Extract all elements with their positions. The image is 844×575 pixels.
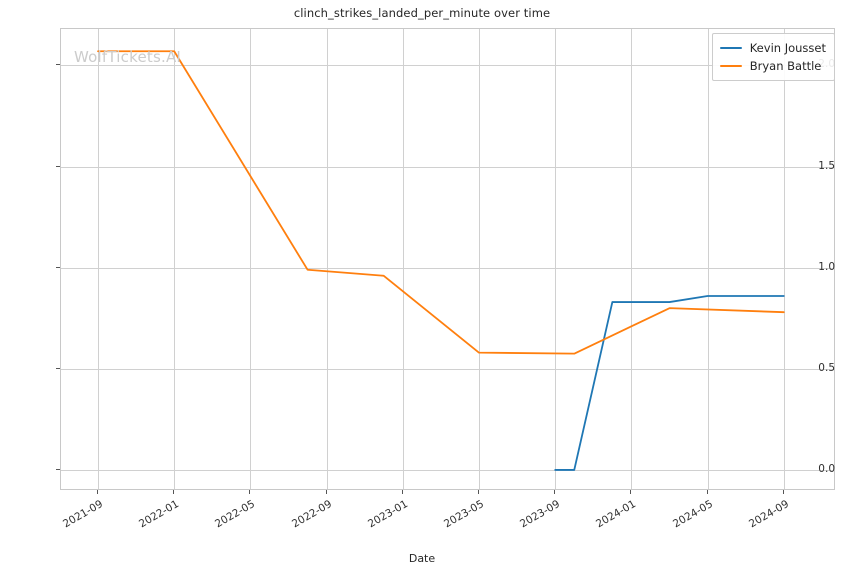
x-axis-tick-label: 2022-09 — [289, 498, 334, 531]
x-axis-tick-mark — [706, 490, 708, 494]
x-axis-tick-mark — [325, 490, 327, 494]
gridline-vertical — [479, 29, 480, 489]
gridline-vertical — [555, 29, 557, 489]
x-axis-tick-mark — [782, 490, 784, 494]
gridline-horizontal — [61, 469, 834, 471]
x-axis-tick-mark — [249, 490, 251, 494]
gridline-vertical — [402, 29, 404, 489]
gridline-horizontal — [61, 267, 834, 269]
x-axis-tick-label: 2022-01 — [137, 498, 182, 531]
y-axis-tick-mark — [56, 266, 60, 268]
y-axis-tick-mark — [56, 468, 60, 470]
y-axis-tick-mark — [56, 165, 60, 167]
legend-item-label: Bryan Battle — [749, 59, 822, 73]
legend-item[interactable]: Kevin Jousset — [719, 39, 826, 57]
x-axis-tick-mark — [401, 490, 403, 494]
gridline-vertical — [174, 29, 176, 489]
gridline-horizontal — [61, 166, 834, 168]
legend-item-label: Kevin Jousset — [749, 41, 826, 55]
x-axis-tick-label: 2023-01 — [365, 498, 410, 531]
x-axis-tick-mark — [554, 490, 556, 494]
gridline-horizontal — [61, 368, 834, 370]
gridline-vertical — [326, 29, 328, 489]
legend-item[interactable]: Bryan Battle — [719, 57, 826, 75]
x-axis-tick-label: 2021-09 — [61, 498, 105, 531]
x-axis-tick-label: 2022-05 — [213, 498, 258, 531]
gridline-horizontal — [61, 65, 834, 67]
x-axis-tick-mark — [97, 490, 98, 494]
chart-title: clinch_strikes_landed_per_minute over ti… — [293, 6, 551, 20]
plot-area — [60, 28, 835, 490]
y-axis-tick-mark — [56, 64, 60, 66]
gridline-vertical — [631, 29, 633, 489]
gridline-vertical — [783, 29, 785, 489]
x-axis-tick-label: 2023-09 — [518, 498, 563, 531]
series-line — [97, 50, 785, 355]
x-axis-tick-label: 2023-05 — [442, 498, 486, 531]
gridline-vertical — [250, 29, 252, 489]
x-axis-tick-label: 2024-05 — [670, 498, 715, 531]
legend-color-swatch — [719, 64, 742, 68]
x-axis-tick-mark — [478, 490, 479, 494]
y-axis-tick-label: 1.5 — [818, 159, 835, 172]
x-axis-title: Date — [408, 552, 436, 565]
x-axis-tick-label: 2024-09 — [746, 498, 791, 531]
chart-legend: Kevin Jousset Bryan Battle — [711, 33, 835, 81]
y-axis-tick-mark — [56, 367, 60, 369]
x-axis-tick-label: 2024-01 — [594, 498, 639, 531]
y-axis-tick-label: 1.0 — [818, 260, 835, 273]
x-axis-tick-mark — [630, 490, 632, 494]
y-axis-tick-label: 0.0 — [818, 462, 835, 475]
gridline-vertical — [98, 29, 99, 489]
x-axis-tick-mark — [173, 490, 175, 494]
y-axis-tick-label: 0.5 — [818, 361, 835, 374]
legend-color-swatch — [719, 46, 742, 50]
gridline-vertical — [707, 29, 709, 489]
series-line — [554, 295, 785, 471]
series-lines — [97, 50, 785, 471]
